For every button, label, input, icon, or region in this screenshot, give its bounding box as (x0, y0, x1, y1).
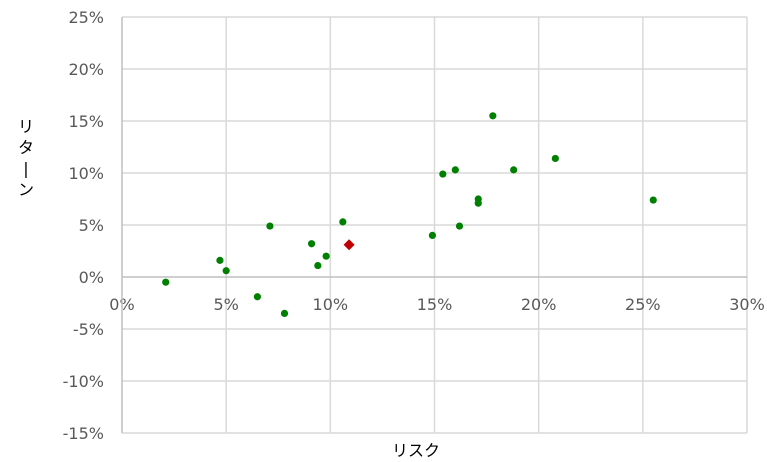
scatter-point (339, 218, 347, 226)
scatter-point (510, 166, 518, 174)
scatter-point (216, 256, 224, 264)
x-tick-label: 5% (213, 295, 238, 314)
scatter-point (551, 154, 559, 163)
x-axis-label: リスク (392, 441, 440, 460)
y-tick-label: 20% (68, 60, 104, 79)
x-tick-label: 25% (625, 295, 661, 314)
scatter-point (489, 112, 497, 120)
scatter-point (451, 166, 459, 174)
y-tick-label: 25% (68, 8, 104, 27)
axes: 0% 5% 10% 15% 20% 25% 30%25%20%15%10%5%0%-5%-1… (63, 8, 765, 443)
y-tick-label: -15% (63, 424, 104, 443)
scatter-point (428, 231, 437, 239)
y-tick-label: 5% (79, 216, 104, 235)
y-tick-label: 15% (68, 112, 104, 131)
diamond-point (343, 239, 355, 251)
scatter-point (280, 309, 289, 317)
scatter-point (439, 170, 447, 178)
scatter-point (322, 252, 330, 260)
x-tick-label: 20% (521, 295, 557, 314)
scatter-point (222, 267, 230, 275)
y-axis-label: リタ|ン (18, 117, 34, 199)
y-tick-label: 0% (79, 268, 104, 287)
scatter-point (649, 196, 657, 204)
scatter-point (314, 261, 322, 270)
y-tick-label: 10% (68, 164, 104, 183)
y-tick-label: -10% (63, 372, 104, 391)
x-tick-label: 15% (417, 295, 453, 314)
scatter-point (474, 195, 482, 203)
scatter-point (162, 278, 170, 286)
x-tick-label: 30% (729, 295, 765, 314)
scatter-point (455, 222, 464, 230)
scatter-point (253, 293, 262, 301)
y-tick-label: -5% (73, 320, 104, 339)
gridlines (122, 16, 748, 434)
x-tick-label: 10% (313, 295, 349, 314)
scatter-point (266, 222, 274, 230)
data-points (162, 112, 657, 317)
scatter-point (307, 240, 316, 248)
